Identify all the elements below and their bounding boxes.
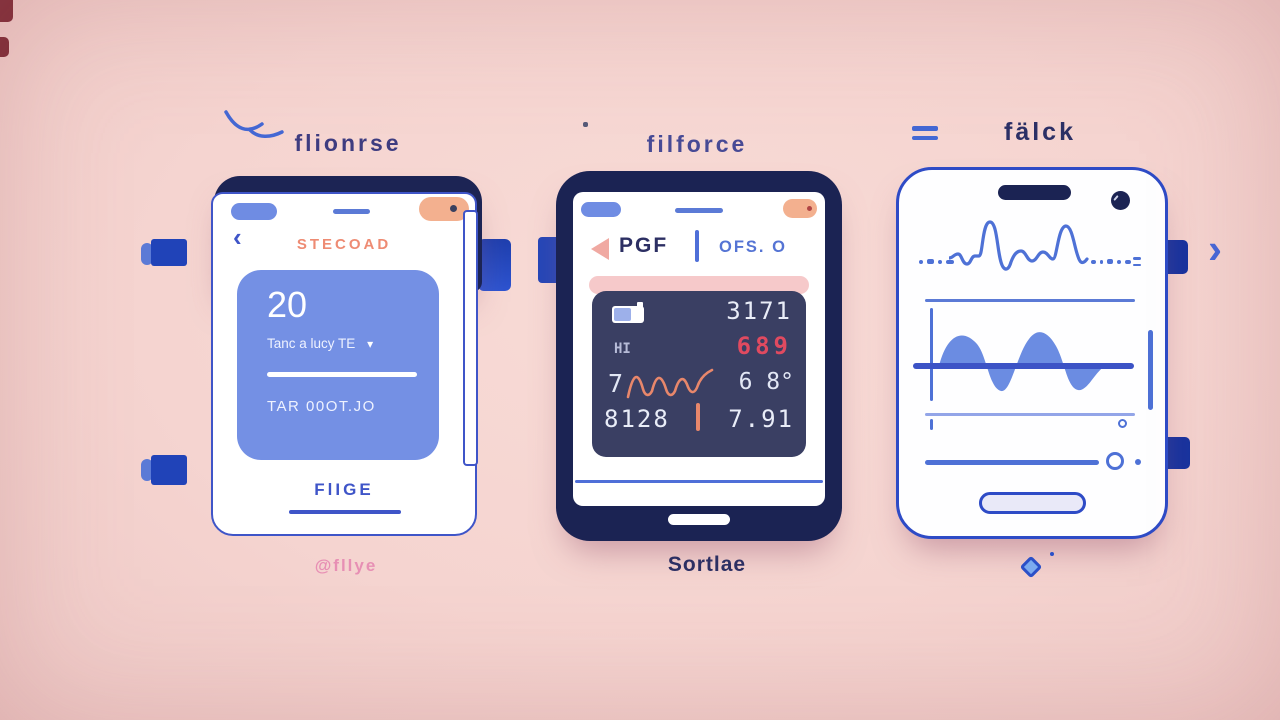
camera-dot-icon — [450, 205, 457, 212]
chart-baseline — [913, 363, 1134, 369]
dot-mark — [583, 122, 588, 127]
waveform-area — [939, 332, 1105, 392]
side-button[interactable] — [478, 239, 511, 291]
side-button[interactable] — [151, 239, 187, 266]
card-subtitle: Tanc a lucy TE — [267, 336, 356, 351]
camera-dot-icon — [807, 206, 812, 211]
mini-equals-icon — [1133, 257, 1141, 266]
display-row1-value: 3171 — [726, 297, 792, 325]
display-panel: 3171 HI 689 7 6 8° 8128 7.91 — [592, 291, 806, 457]
mini-circle-icon — [1118, 419, 1127, 428]
display-row4-left: 8128 — [604, 405, 670, 433]
nav-subtitle: OFS. O — [719, 238, 787, 256]
equals-icon — [912, 126, 938, 140]
section-label-3: fälck — [1004, 118, 1076, 146]
notch-pill — [419, 197, 469, 221]
scrollbar[interactable] — [463, 210, 478, 466]
back-triangle-icon[interactable] — [591, 238, 609, 260]
progress-line — [925, 460, 1099, 465]
section-label-2: filforce — [646, 131, 748, 157]
phone-2-frame: PGF OFS. O 3171 HI 689 7 6 8° 8128 — [556, 171, 842, 541]
chart-axis-tick — [930, 419, 933, 430]
display-row3-value: 6 8° — [738, 369, 794, 395]
phone-3-frame — [896, 167, 1168, 539]
back-chevron-icon[interactable]: ‹ — [233, 222, 242, 252]
handle-line — [333, 209, 370, 214]
sparkline-icon — [626, 368, 714, 399]
slider-knob[interactable] — [1106, 452, 1124, 470]
card-footer: TAR 00OT.JO — [267, 398, 376, 415]
side-tab[interactable] — [538, 237, 560, 283]
speaker-pill — [998, 185, 1071, 200]
pill-button[interactable] — [979, 492, 1086, 514]
camera-dot-icon — [1111, 191, 1130, 210]
handle-line — [675, 208, 723, 213]
small-dot — [1135, 459, 1141, 465]
battery-icon — [612, 302, 644, 323]
phone-2-caption: Sortlae — [667, 553, 747, 576]
diamond-icon — [1019, 555, 1043, 579]
chart-axis — [930, 308, 933, 401]
tick-marks-right — [1091, 259, 1131, 264]
status-pill — [231, 203, 277, 220]
side-button-nub — [141, 243, 153, 265]
nav-title: PGF — [619, 234, 669, 257]
highlight-bar — [589, 276, 809, 294]
waveform-line — [949, 220, 1089, 271]
chart-bottom-line — [925, 413, 1135, 416]
side-button[interactable] — [151, 455, 187, 485]
orange-divider — [696, 403, 700, 431]
corner-mark — [0, 0, 13, 22]
home-indicator[interactable] — [668, 514, 730, 525]
notch-pill — [783, 199, 817, 218]
nav-divider — [695, 230, 699, 262]
side-button-nub — [141, 459, 153, 481]
screen-title: STECOAD — [296, 236, 392, 253]
status-pill — [581, 202, 621, 217]
card-subtitle-row: Tanc a lucy TE ▾ — [267, 336, 373, 351]
screen-divider — [575, 480, 823, 483]
tick-marks-left — [919, 259, 954, 264]
display-row4-value: 7.91 — [728, 405, 794, 433]
phone-1-caption: @fllye — [314, 556, 378, 575]
footer-link[interactable]: FlIGE — [314, 480, 374, 499]
display-row2-value: 689 — [736, 332, 792, 360]
section-label-1: flionrse — [294, 130, 402, 156]
card-number: 20 — [267, 284, 308, 325]
display-row3-left: 7 — [608, 369, 624, 398]
phone-2-screen: PGF OFS. O 3171 HI 689 7 6 8° 8128 — [573, 192, 825, 506]
squiggle-icon — [224, 110, 284, 138]
dropdown-arrow-icon[interactable]: ▾ — [367, 337, 374, 351]
side-scroll-bar[interactable] — [1148, 330, 1153, 410]
next-chevron-icon[interactable]: › — [1208, 225, 1222, 272]
link-underline — [289, 510, 401, 514]
chart-top-line — [925, 299, 1135, 302]
diamond-dot — [1050, 552, 1054, 556]
phone-1-screen: ‹ STECOAD 20 Tanc a lucy TE ▾ TAR 00OT.J… — [211, 192, 478, 536]
info-card: 20 Tanc a lucy TE ▾ TAR 00OT.JO — [237, 270, 439, 460]
card-divider — [267, 372, 417, 377]
display-row2-label: HI — [614, 341, 631, 357]
corner-mark — [0, 37, 9, 57]
